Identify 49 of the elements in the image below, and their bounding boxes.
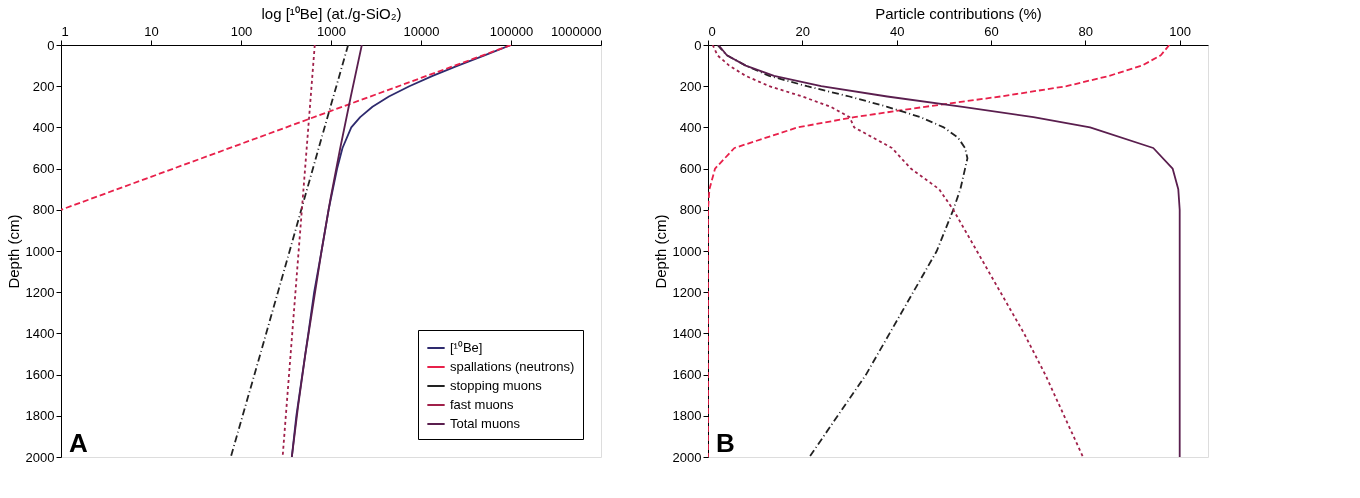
y-tick-label: 1200: [25, 284, 55, 300]
y-tick-label: 600: [679, 161, 702, 177]
y-tick-label: 1400: [672, 325, 702, 341]
line-series: [61, 45, 512, 211]
y-tick-label: 1000: [672, 243, 702, 259]
y-tick-label: 400: [679, 119, 702, 135]
annotation: B: [716, 428, 735, 458]
legend-label: fast muons: [450, 397, 515, 412]
legend-label: [¹⁰Be]: [450, 340, 483, 355]
y-tick-label: 600: [32, 161, 55, 177]
x-tick-label: 100: [1169, 23, 1192, 39]
line-series: [716, 45, 969, 457]
y-axis-title: Depth (cm): [651, 214, 669, 289]
x-tick-label: 60: [984, 23, 999, 39]
legend-label: stopping muons: [450, 378, 543, 393]
y-tick-label: 0: [694, 37, 702, 53]
y-tick-label: 200: [679, 78, 702, 94]
y-tick-label: 1800: [25, 408, 55, 424]
x-tick-label: 1: [61, 23, 69, 39]
x-axis-title: Particle contributions (%): [875, 4, 1042, 22]
x-tick-label: 100000: [489, 23, 534, 39]
y-tick-label: 1600: [672, 367, 702, 383]
y-tick-label: 800: [32, 202, 55, 218]
x-tick-label: 1000000: [550, 23, 602, 39]
y-tick-label: 800: [679, 202, 702, 218]
x-tick-label: 40: [889, 23, 905, 39]
x-axis-title: log [¹⁰Be] (at./g-SiO₂): [261, 4, 402, 22]
y-tick-label: 1200: [672, 284, 702, 300]
x-tick-label: 0: [708, 23, 716, 39]
line-series: [229, 45, 350, 457]
y-tick-label: 1600: [25, 367, 55, 383]
y-tick-label: 200: [32, 78, 55, 94]
x-tick-label: 1000: [317, 23, 346, 39]
x-tick-label: 80: [1078, 23, 1094, 39]
y-tick-label: 0: [47, 37, 55, 53]
legend-label: spallations (neutrons): [450, 359, 575, 374]
x-tick-label: 10000: [403, 23, 440, 39]
x-tick-label: 10: [144, 23, 159, 39]
y-tick-label: 1800: [672, 408, 702, 424]
y-tick-label: 2000: [25, 449, 55, 465]
y-axis-title: Depth (cm): [4, 214, 22, 289]
y-tick-label: 400: [32, 119, 55, 135]
y-tick-label: 1400: [25, 325, 55, 341]
x-tick-label: 20: [795, 23, 811, 39]
y-tick-label: 1000: [25, 243, 55, 259]
legend-label: Total muons: [450, 416, 521, 431]
y-tick-label: 2000: [672, 449, 702, 465]
annotation: A: [69, 428, 88, 458]
x-tick-label: 100: [230, 23, 253, 39]
